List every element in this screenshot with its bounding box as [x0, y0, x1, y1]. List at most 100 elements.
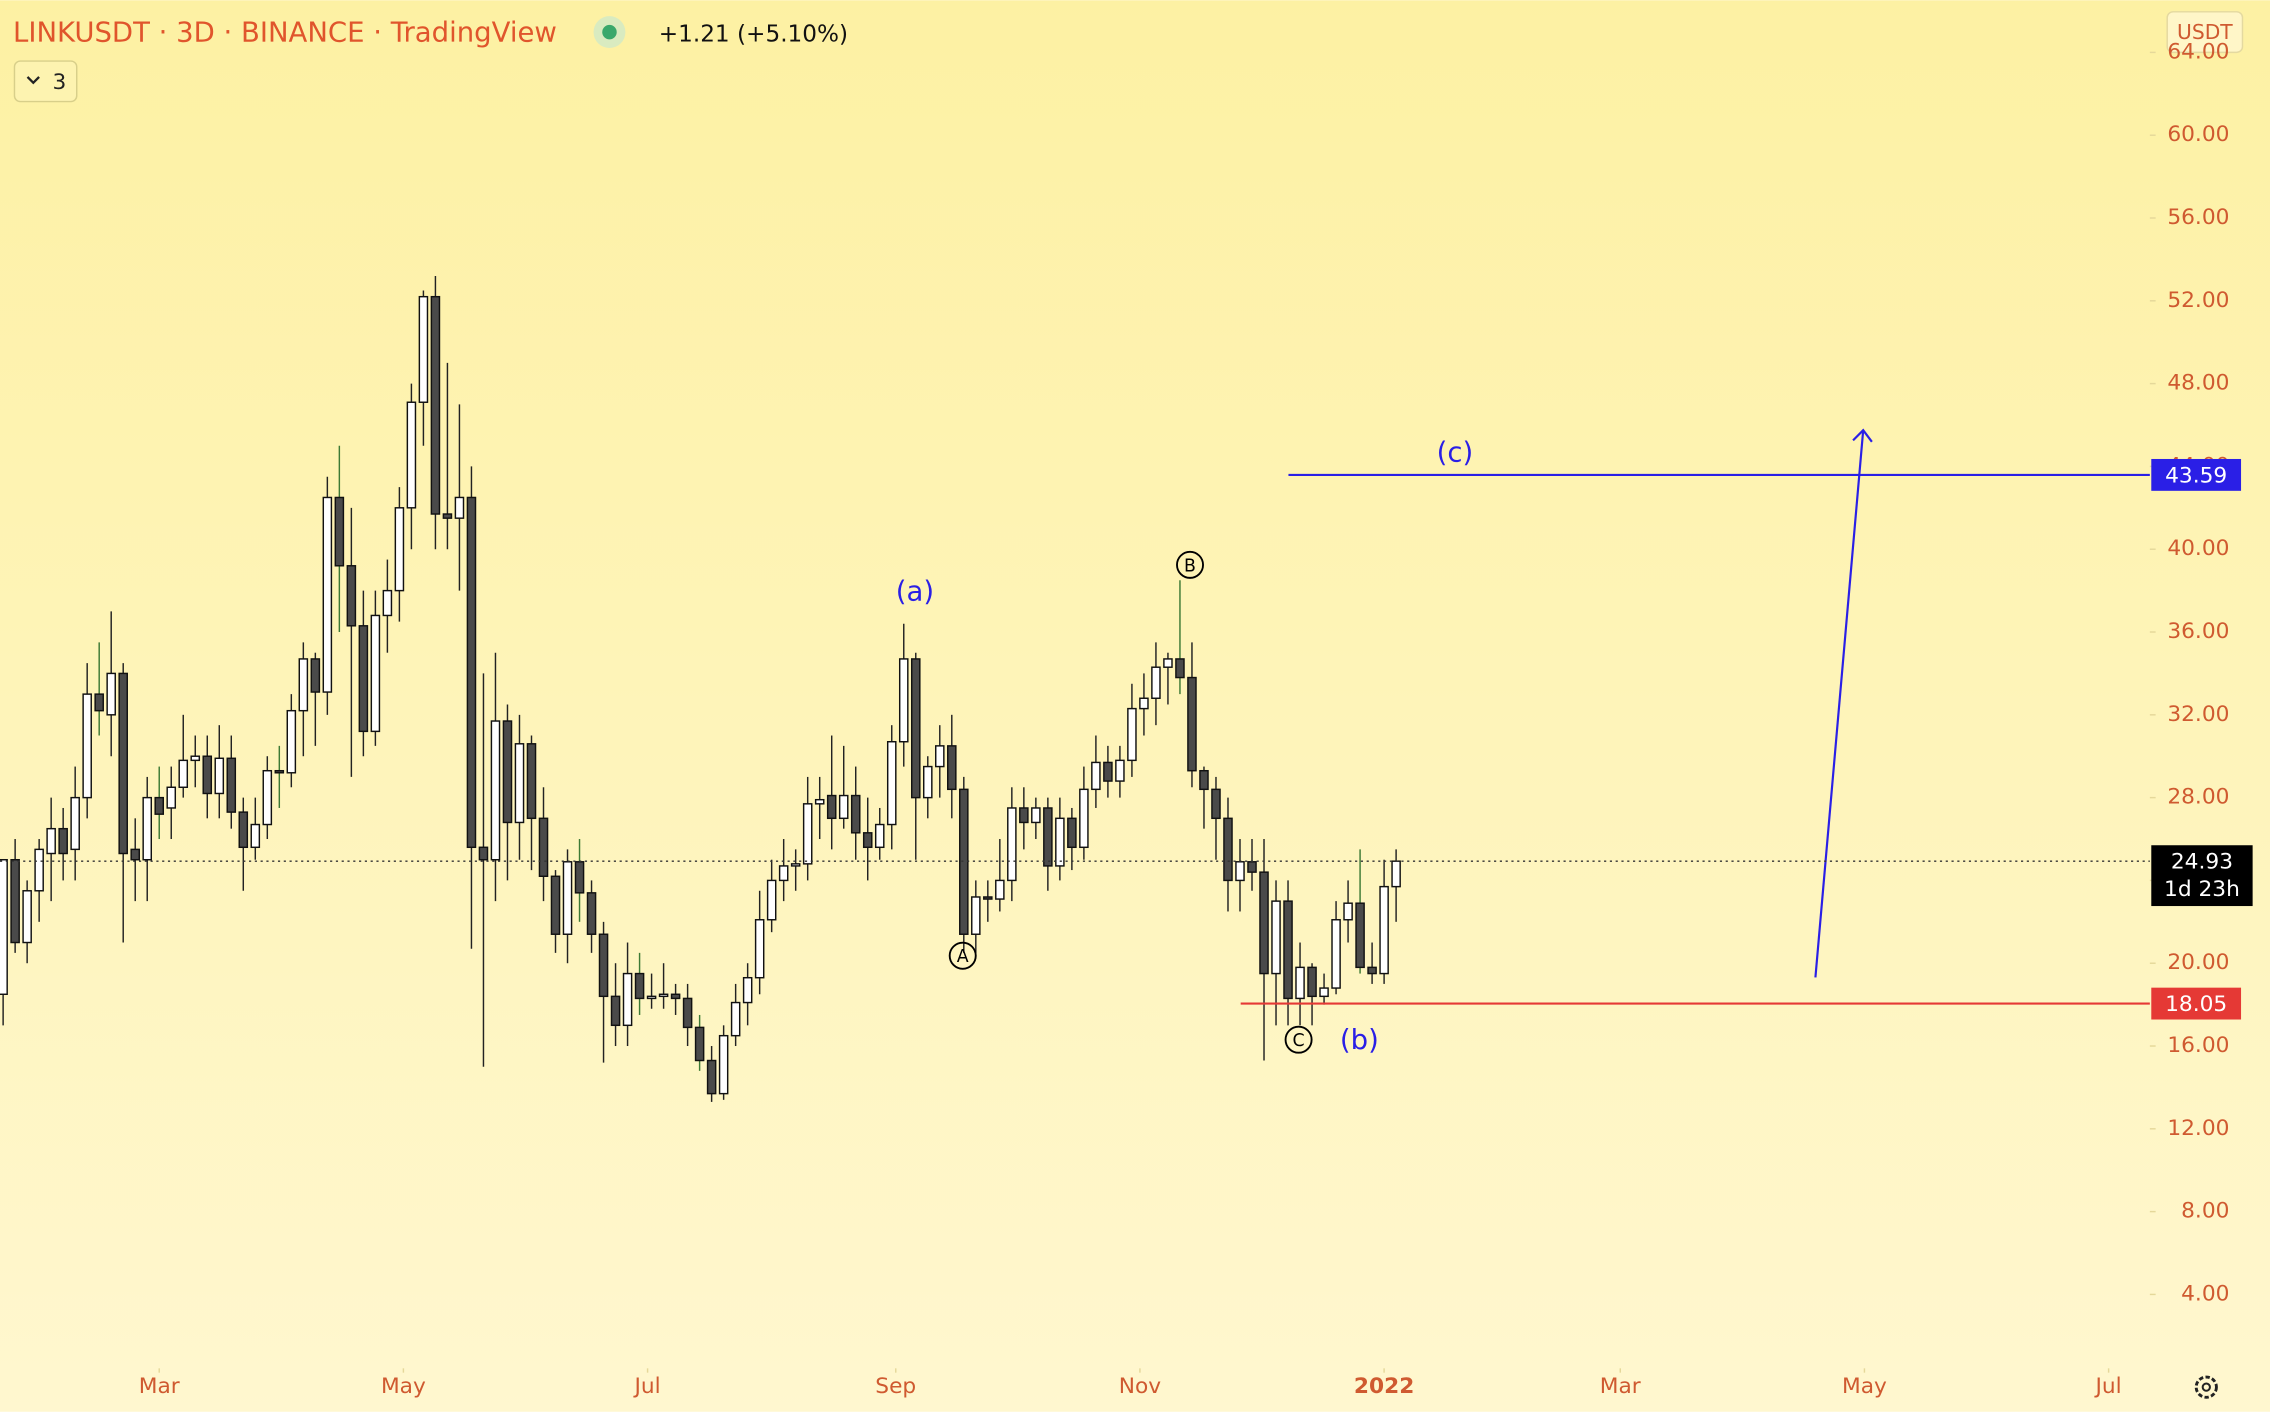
arrow — [1814, 430, 1865, 978]
candle-body — [286, 709, 297, 774]
x-tick-label: Nov — [1119, 1374, 1162, 1399]
candle-body — [1127, 707, 1137, 762]
y-tick-label: 40.00 — [2167, 536, 2229, 561]
countdown-label: 1d 23h — [2164, 877, 2240, 902]
candle-body — [754, 919, 765, 979]
y-tick-label: 60.00 — [2167, 122, 2229, 147]
candle-body — [190, 755, 201, 762]
interval-label: 3 — [52, 70, 66, 95]
candle-body — [454, 496, 465, 519]
wave-annotation: (c) — [1437, 436, 1474, 468]
candle-body — [514, 743, 525, 824]
candle-body — [586, 892, 597, 935]
y-tick-label: 12.00 — [2167, 1116, 2229, 1141]
candle-body — [1163, 658, 1173, 668]
last-price-tag — [2151, 845, 2253, 907]
chevron — [26, 76, 40, 85]
candle-body — [826, 794, 837, 820]
candle-body — [214, 757, 225, 795]
candle-body — [490, 720, 501, 861]
candle-body — [274, 769, 285, 774]
y-tick-label: 52.00 — [2167, 288, 2229, 313]
candle-body — [682, 997, 693, 1029]
candle-body — [694, 1026, 705, 1062]
settings-icon-core — [2201, 1382, 2211, 1392]
arrow-head — [1852, 428, 1873, 443]
wave-label: C — [1293, 1031, 1305, 1051]
y-tick-label: 28.00 — [2167, 785, 2229, 810]
candle-body — [610, 995, 621, 1027]
candle-body — [730, 1001, 741, 1037]
candle-body — [1367, 966, 1377, 975]
candle-body — [1151, 666, 1161, 699]
price-tag-label: 18.05 — [2165, 992, 2227, 1017]
candle-body — [142, 796, 153, 861]
candle-body — [238, 811, 249, 849]
wave-circle — [1284, 1025, 1313, 1054]
candle-body — [910, 658, 921, 799]
y-tick-label: 8.00 — [2181, 1199, 2229, 1224]
candle-body — [742, 976, 753, 1004]
candle-body — [1379, 885, 1389, 975]
candle-body — [118, 672, 128, 855]
candle-body — [178, 759, 189, 788]
candle-body — [995, 879, 1005, 900]
interval-button[interactable] — [13, 60, 78, 103]
candle-body — [598, 933, 609, 998]
candle-body — [382, 589, 393, 617]
candle-body — [46, 827, 56, 855]
candle-body — [94, 693, 104, 712]
last-price-label: 24.93 — [2171, 850, 2233, 875]
candle-body — [874, 823, 885, 849]
candle-body — [1115, 759, 1125, 782]
candle-body — [1235, 861, 1245, 882]
candle-body — [1199, 769, 1209, 791]
candle-body — [154, 796, 165, 815]
candle-body — [562, 861, 573, 935]
y-tick-label: 48.00 — [2167, 371, 2229, 396]
y-tick-label: 4.00 — [2181, 1281, 2229, 1306]
x-tick-label: Mar — [139, 1374, 180, 1399]
candle-body — [790, 863, 801, 867]
candle-body — [34, 848, 44, 892]
candle-body — [1271, 900, 1281, 975]
candle-body — [947, 745, 957, 791]
candle-body — [1211, 788, 1221, 820]
settings-icon[interactable] — [2194, 1375, 2218, 1399]
candle-body — [130, 848, 140, 861]
candle-body — [1007, 807, 1017, 882]
x-tick-label: 2022 — [1354, 1374, 1414, 1399]
x-tick-label: Sep — [875, 1374, 916, 1399]
candle-body — [538, 817, 549, 878]
candle-body — [1307, 966, 1317, 998]
candle-body — [1103, 761, 1113, 782]
candle-body — [935, 745, 945, 768]
y-tick-label: 20.00 — [2167, 950, 2229, 975]
candle-body — [622, 972, 633, 1027]
candle-body — [502, 720, 513, 824]
candle-body — [358, 625, 369, 733]
candle-body — [478, 846, 489, 861]
currency-button[interactable] — [2166, 11, 2244, 54]
candle-body — [22, 890, 32, 944]
y-tick-label: 16.00 — [2167, 1033, 2229, 1058]
candle-body — [922, 765, 933, 799]
wave-label: B — [1184, 556, 1196, 576]
currency-label: USDT — [2177, 20, 2233, 44]
candle-body — [1043, 807, 1053, 867]
candle-body — [82, 693, 92, 799]
candle-body — [466, 496, 477, 849]
y-tick-label: 64.00 — [2167, 39, 2229, 64]
y-tick-label: 36.00 — [2167, 619, 2229, 644]
candle-body — [298, 658, 309, 712]
candle-body — [430, 295, 441, 515]
candle-body — [418, 295, 429, 403]
candle-body — [346, 565, 357, 627]
candle-body — [106, 672, 116, 716]
candle-body — [983, 896, 993, 900]
wave-circle — [948, 941, 977, 970]
candle-body — [1223, 817, 1233, 882]
candle-body — [658, 993, 669, 998]
candle-body — [706, 1059, 717, 1095]
candle-body — [1019, 807, 1029, 824]
